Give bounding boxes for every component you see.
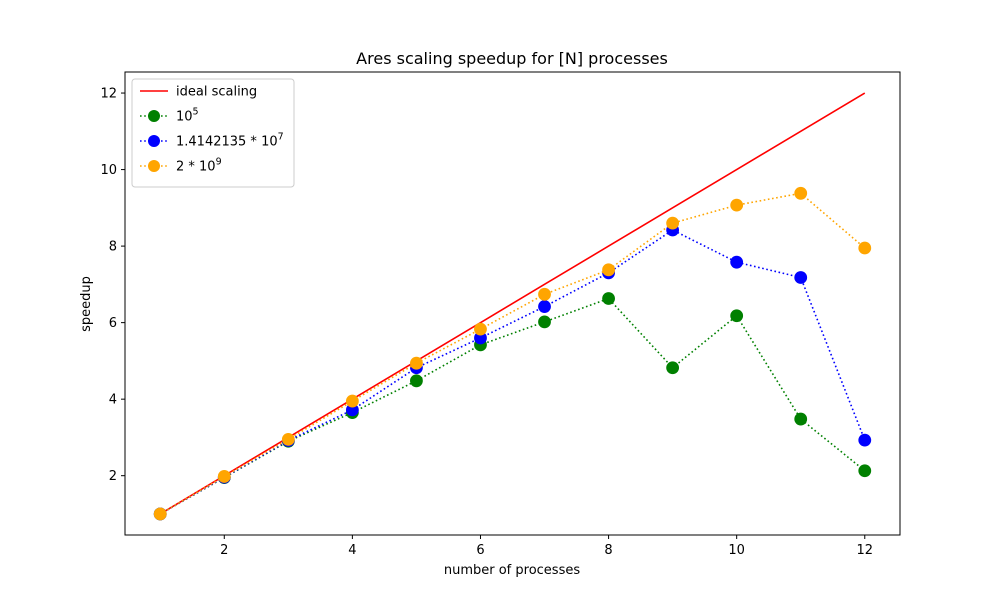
- y-tick-label-2: 6: [109, 316, 117, 331]
- y-tick-label-5: 12: [100, 87, 117, 102]
- chart-title: Ares scaling speedup for [N] processes: [356, 49, 668, 68]
- legend-item-2: 1.4142135 * 107: [140, 132, 284, 150]
- series-0: [159, 92, 866, 515]
- x-axis-label: number of processes: [444, 563, 580, 578]
- data-point-3-5: [474, 322, 487, 336]
- legend-marker-1: [148, 110, 160, 122]
- legend-label-3: 2 * 109: [176, 157, 222, 175]
- y-tick-label-0: 2: [109, 469, 117, 484]
- series-line-2: [159, 229, 866, 515]
- data-point-3-3: [345, 394, 359, 408]
- legend-label-1: 105: [176, 107, 199, 125]
- y-tick-label-1: 4: [109, 393, 117, 408]
- data-point-3-1: [217, 470, 231, 483]
- legend-marker-2: [148, 135, 160, 147]
- series-line-0: [159, 92, 866, 515]
- data-point-1-8: [666, 361, 680, 375]
- data-point-1-10: [794, 412, 808, 426]
- data-point-1-11: [858, 464, 872, 478]
- data-point-1-9: [730, 309, 744, 323]
- legend-label-2: 1.4142135 * 107: [176, 132, 284, 150]
- legend-box: [131, 78, 295, 188]
- y-tick-label-4: 10: [100, 163, 117, 178]
- data-point-2-11: [858, 433, 872, 447]
- x-tick-label-2: 6: [476, 543, 484, 558]
- x-tick-label-5: 12: [856, 543, 873, 558]
- axes-frame: [124, 71, 901, 536]
- series-3: [153, 186, 872, 521]
- y-tick-label-3: 8: [109, 240, 117, 255]
- data-point-3-7: [602, 263, 615, 277]
- data-point-3-10: [794, 186, 808, 200]
- data-point-3-6: [538, 287, 551, 301]
- legend-item-0: ideal scaling: [140, 85, 257, 100]
- data-point-1-7: [602, 292, 615, 305]
- series-layer: [153, 92, 872, 521]
- legend-marker-3: [148, 160, 160, 172]
- legend-label-0: ideal scaling: [176, 85, 257, 100]
- data-point-3-2: [281, 432, 295, 446]
- data-point-2-6: [538, 300, 551, 313]
- data-point-1-6: [538, 315, 551, 329]
- series-line-3: [159, 192, 866, 515]
- ticks-layer: 2 4 6 8 10 12 2 4 6 8 10 12: [100, 87, 873, 558]
- x-tick-label-0: 2: [220, 543, 228, 558]
- x-tick-label-4: 10: [728, 543, 745, 558]
- data-point-2-10: [794, 271, 808, 284]
- data-point-3-0: [153, 507, 167, 521]
- axes-layer: [124, 71, 901, 536]
- data-point-3-9: [730, 198, 744, 212]
- data-point-3-4: [410, 356, 423, 370]
- data-point-3-11: [858, 241, 872, 255]
- x-tick-label-3: 8: [604, 543, 612, 558]
- x-tick-label-1: 4: [348, 543, 356, 558]
- data-point-2-9: [730, 255, 744, 269]
- data-point-3-8: [666, 216, 680, 230]
- legend-item-1: 105: [140, 107, 199, 125]
- legend-item-3: 2 * 109: [140, 157, 222, 175]
- legend: ideal scaling 105 1.4142135 * 107 2 * 109: [131, 78, 295, 188]
- y-axis-label: speedup: [79, 276, 94, 332]
- data-point-1-4: [410, 374, 423, 388]
